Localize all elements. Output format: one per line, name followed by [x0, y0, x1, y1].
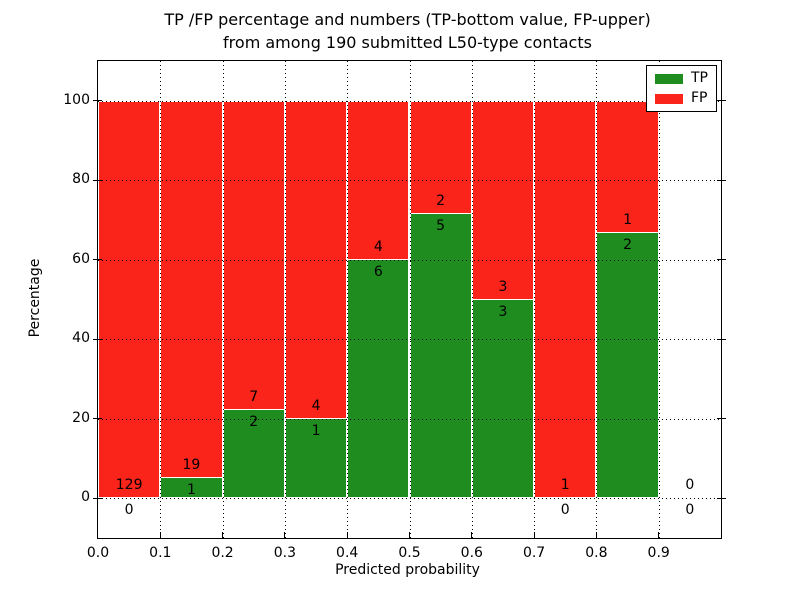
y-axis-label: Percentage — [27, 258, 43, 338]
y-tick-left — [93, 418, 102, 420]
tp-bar-segment — [284, 418, 348, 499]
fp-bar-segment — [596, 100, 659, 234]
vertical-gridline — [160, 61, 162, 538]
tp-bar-segment — [471, 299, 535, 499]
x-tick-label: 0.3 — [273, 545, 297, 561]
tp-bar-segment — [596, 233, 659, 499]
fp-count-label: 3 — [498, 278, 508, 295]
y-tick-label: 0 — [81, 489, 90, 506]
x-tick-label: 0.5 — [398, 545, 421, 561]
fp-count-label: 1 — [623, 212, 633, 229]
y-tick-left — [93, 100, 102, 102]
legend: TP FP — [646, 65, 717, 112]
fp-bar-segment — [534, 100, 597, 499]
fp-count-label: 129 — [115, 477, 143, 494]
x-tick-label: 0.2 — [211, 545, 234, 561]
y-tick-right — [717, 418, 726, 420]
y-tick-left — [93, 179, 102, 181]
x-tick-label: 0.6 — [460, 545, 483, 561]
tp-bar-segment — [409, 214, 472, 499]
tp-count-label: 2 — [249, 413, 259, 430]
y-tick-label: 40 — [72, 330, 90, 347]
x-axis-label: Predicted probability — [335, 562, 480, 578]
y-tick-left — [93, 259, 102, 261]
y-tick-left — [93, 497, 102, 499]
chart-title: TP /FP percentage and numbers (TP-bottom… — [96, 8, 719, 54]
vertical-gridline — [596, 61, 598, 538]
fp-count-label: 4 — [311, 397, 321, 414]
y-tick-label: 20 — [72, 409, 90, 426]
fp-count-label: 0 — [685, 477, 695, 494]
fp-bar-segment — [98, 100, 161, 499]
vertical-gridline — [409, 61, 411, 538]
tp-bar-segment — [222, 409, 285, 499]
vertical-gridline — [347, 61, 349, 538]
fp-bar-segment — [160, 100, 223, 479]
fp-bar-segment — [222, 100, 285, 410]
x-tick — [533, 532, 535, 538]
fp-count-label: 7 — [249, 388, 259, 405]
legend-item-tp: TP — [655, 71, 708, 86]
fp-count-label: 19 — [182, 457, 201, 474]
vertical-gridline — [658, 61, 660, 538]
y-tick-left — [93, 338, 102, 340]
vertical-gridline — [222, 61, 224, 538]
fp-count-label: 1 — [560, 477, 570, 494]
x-tick — [595, 532, 597, 538]
vertical-gridline — [534, 61, 536, 538]
tp-count-label: 2 — [623, 237, 633, 254]
y-tick-right — [717, 338, 726, 340]
y-tick-label: 100 — [63, 91, 90, 108]
tp-legend-swatch — [655, 73, 683, 84]
plot-area: 129 0 19 1 7 2 4 1 4 6 2 5 3 3 1 0 1 2 0 0 0.0 0.1 0.2 0.3 0.4 0.… — [63, 60, 726, 561]
x-tick — [346, 532, 348, 538]
x-tick — [471, 532, 473, 538]
y-tick-label: 80 — [72, 171, 90, 188]
y-tick-label: 60 — [72, 250, 90, 267]
chart-title-line2: from among 190 submitted L50-type contac… — [223, 33, 592, 52]
x-tick-label: 0.1 — [149, 545, 172, 561]
x-tick-label: 0.7 — [522, 545, 546, 561]
tp-legend-label: TP — [691, 70, 708, 86]
x-tick-label: 0.0 — [86, 545, 110, 561]
x-tick — [409, 532, 410, 538]
fp-count-label: 2 — [436, 193, 446, 210]
fp-count-label: 4 — [373, 238, 383, 255]
x-tick — [658, 532, 660, 538]
fp-legend-swatch — [655, 93, 683, 104]
y-tick-right — [717, 497, 726, 499]
x-tick-label: 0.8 — [585, 545, 608, 561]
tp-count-label: 1 — [186, 482, 196, 499]
y-tick-right — [717, 179, 726, 181]
y-tick-right — [717, 259, 726, 261]
x-tick-label: 0.4 — [336, 545, 359, 561]
tp-count-label: 3 — [498, 303, 508, 320]
fp-bar-segment — [471, 100, 535, 300]
fp-bar-segment — [409, 100, 472, 215]
tp-count-label: 1 — [311, 422, 321, 439]
x-tick — [159, 532, 161, 538]
tp-count-label: 0 — [685, 502, 695, 519]
legend-item-fp: FP — [655, 91, 708, 106]
vertical-gridline — [471, 61, 473, 538]
tp-count-label: 0 — [560, 502, 570, 519]
y-tick-right — [717, 100, 726, 102]
x-tick — [284, 532, 286, 538]
x-tick-label: 0.9 — [647, 545, 670, 561]
tp-bar-segment — [347, 259, 410, 499]
tp-count-label: 5 — [436, 218, 446, 235]
vertical-gridline — [284, 61, 286, 538]
chart-title-line1: TP /FP percentage and numbers (TP-bottom… — [164, 10, 651, 29]
tp-count-label: 6 — [373, 263, 383, 280]
x-tick — [222, 532, 224, 538]
fp-legend-label: FP — [691, 90, 708, 106]
tp-count-label: 0 — [124, 502, 134, 519]
